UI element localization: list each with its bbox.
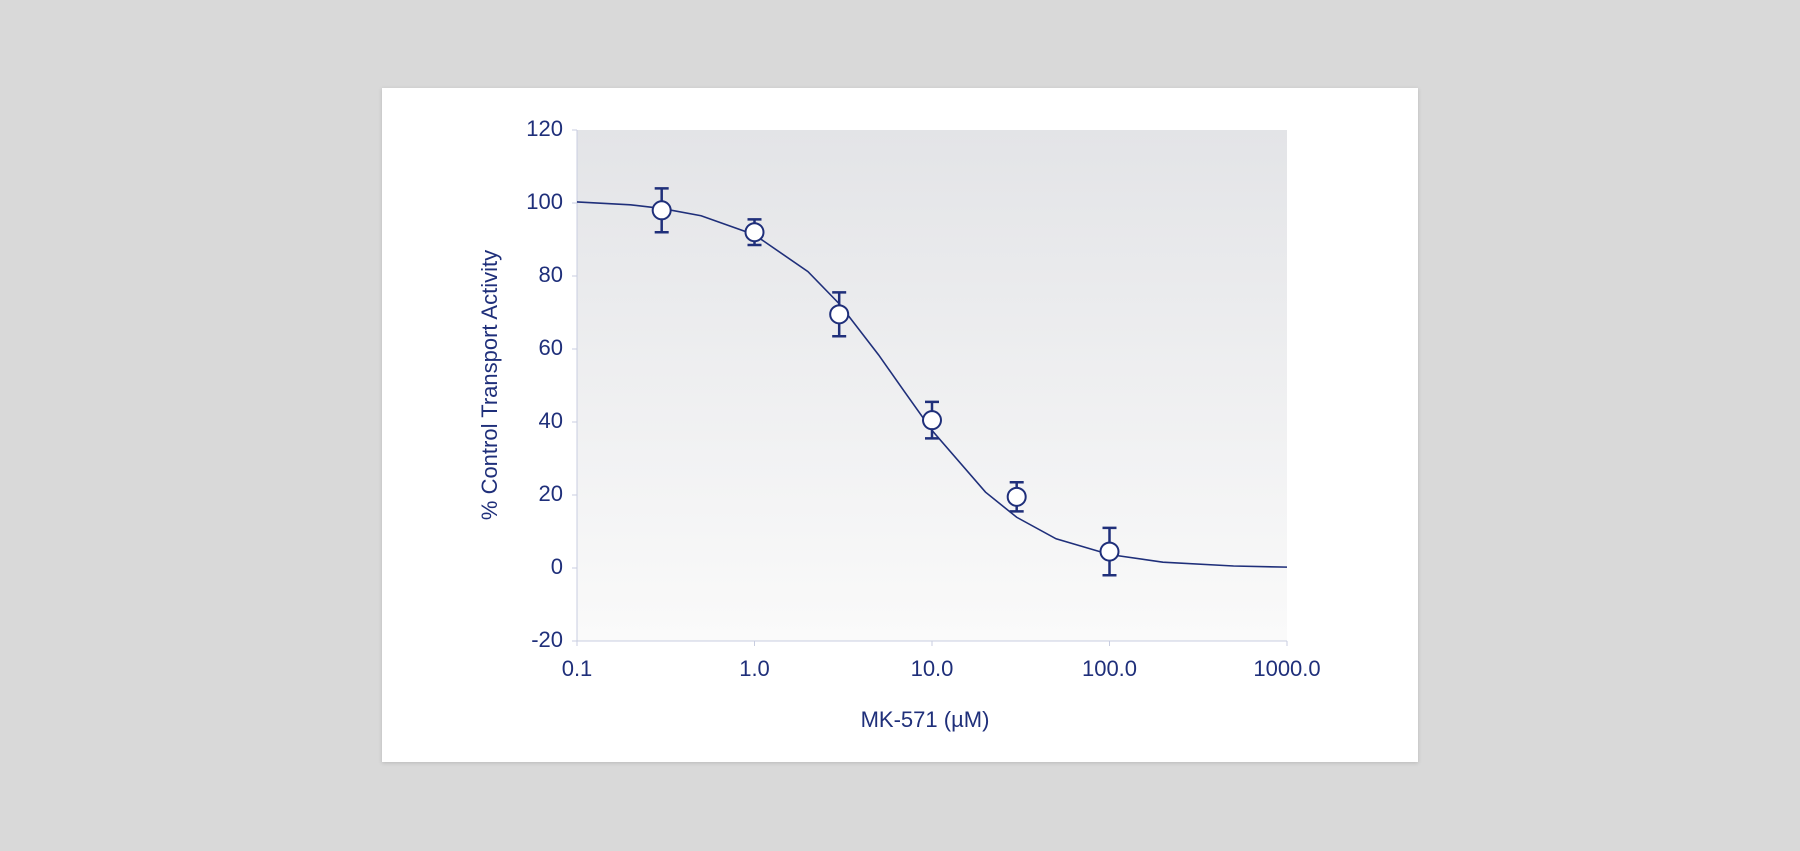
data-point [1099, 541, 1120, 562]
y-tick-label: -20 [531, 627, 563, 652]
y-axis-label: % Control Transport Activity [477, 250, 502, 520]
y-tick-label: 20 [539, 481, 563, 506]
fit-curve [576, 201, 1288, 568]
data-point [1006, 486, 1027, 507]
y-tick-label: 80 [539, 262, 563, 287]
y-tick-label: 60 [539, 335, 563, 360]
y-tick-label: 120 [526, 116, 563, 141]
data-point [922, 410, 942, 431]
x-tick-label: 10.0 [911, 656, 954, 681]
data-point [829, 304, 850, 325]
x-tick-label: 1000.0 [1253, 656, 1320, 681]
x-tick-label: 1.0 [739, 656, 770, 681]
y-tick-label: 100 [526, 189, 563, 214]
data-point [651, 200, 672, 221]
x-axis-label: MK-571 (µM) [861, 707, 990, 732]
y-tick-label: 40 [539, 408, 563, 433]
data-point [744, 222, 765, 243]
y-tick-label: 0 [551, 554, 563, 579]
x-tick-label: 100.0 [1082, 656, 1137, 681]
x-tick-label: 0.1 [562, 656, 593, 681]
plot-area [577, 130, 1287, 641]
